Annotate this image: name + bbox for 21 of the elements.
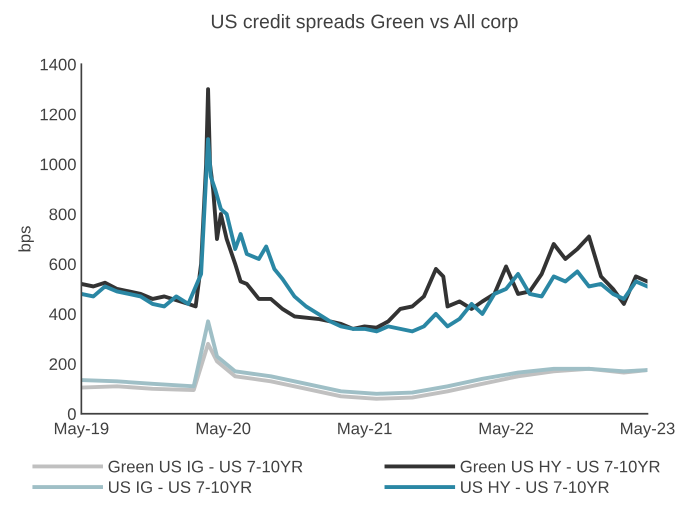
chart-title: US credit spreads Green vs All corp	[212, 14, 518, 32]
legend-label: Green US IG - US 7-10YR	[108, 460, 302, 472]
legend-label: US IG - US 7-10YR	[109, 481, 252, 494]
x-tick-label: May-21	[338, 422, 392, 438]
y-tick-label: 600	[50, 258, 76, 270]
y-axis-title: bps	[18, 226, 34, 252]
y-tick-label: 1000	[40, 158, 76, 170]
x-tick-label: May-22	[480, 422, 534, 438]
y-tick-label: 800	[49, 208, 76, 220]
x-tick-label: May-23	[621, 422, 675, 438]
y-tick-label: 1400	[40, 58, 76, 70]
line-series	[81, 319, 648, 396]
x-tick-label: May-19	[54, 422, 108, 438]
legend-label: Green US HY - US 7-10YR	[460, 460, 660, 472]
x-tick-label: May-20	[196, 422, 250, 438]
y-tick-label: 1200	[40, 108, 76, 120]
y-tick-label: 0	[68, 408, 76, 420]
line-series	[81, 137, 648, 334]
y-tick-label: 200	[50, 358, 76, 370]
y-tick-label: 400	[49, 308, 76, 320]
legend-label: US HY - US 7-10YR	[461, 481, 609, 494]
